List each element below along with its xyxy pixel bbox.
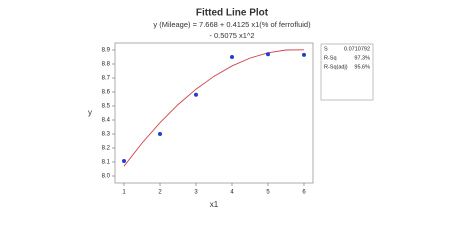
stat-label: R-Sq <box>324 55 337 61</box>
y-tick-label: 8.2 <box>102 146 111 152</box>
x-tick-label: 4 <box>230 190 234 196</box>
stat-value: 0.0710792 <box>344 46 370 52</box>
stat-label: S <box>324 46 328 52</box>
y-tick-label: 8.8 <box>102 62 111 68</box>
point <box>266 52 270 57</box>
x-tick-label: 3 <box>194 190 198 196</box>
point <box>230 55 234 59</box>
stat-label: R-Sq(adj) <box>324 64 348 70</box>
y-tick-label: 8.4 <box>102 118 111 124</box>
y-tick-label: 8.1 <box>102 160 111 166</box>
y-tick-label: 8.5 <box>102 104 111 110</box>
plot-frame <box>114 42 314 184</box>
x-axis-label: x1 <box>210 200 219 209</box>
y-axis-label: y <box>88 108 92 117</box>
stats-box <box>320 43 374 101</box>
point <box>158 132 162 136</box>
point <box>122 159 126 164</box>
equation: y (Mileage) = 7.668 + 0.4125 x1(% of fer… <box>153 20 311 29</box>
y-tick-label: 8.7 <box>102 76 111 82</box>
y-tick-label: 8.3 <box>102 132 111 138</box>
x-tick-label: 2 <box>158 190 162 196</box>
chart: Fitted Line Plot y (Mileage) = 7.668 + 0… <box>88 8 374 209</box>
y-tick-label: 8.6 <box>102 90 111 96</box>
x-tick-label: 5 <box>266 190 270 196</box>
x-tick-label: 1 <box>122 190 126 196</box>
fit-line <box>123 49 305 167</box>
point <box>194 92 198 97</box>
point <box>302 52 306 57</box>
x-tick-label: 6 <box>302 190 306 196</box>
stat-value: 95.6% <box>354 64 370 70</box>
equation: - 0.5075 x1^2 <box>209 31 254 40</box>
stat-value: 97.3% <box>354 55 370 61</box>
y-tick-label: 8.9 <box>102 48 111 54</box>
y-tick-label: 8.0 <box>102 174 111 180</box>
chart-title: Fitted Line Plot <box>196 8 269 19</box>
